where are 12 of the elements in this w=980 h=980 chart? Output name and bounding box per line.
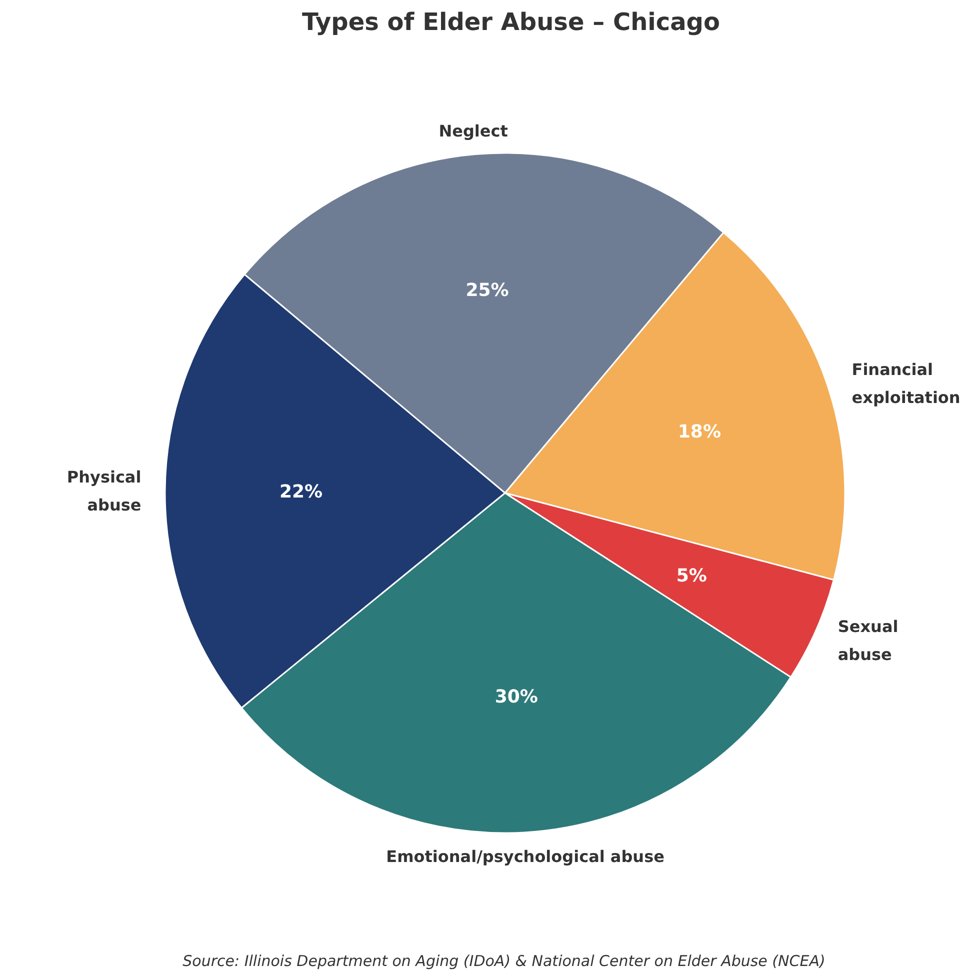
chart-title: Types of Elder Abuse – Chicago (302, 8, 720, 36)
data-label: 5% (676, 565, 707, 586)
data-label: 18% (678, 421, 721, 442)
data-label: 25% (466, 280, 509, 301)
data-label: 30% (494, 686, 538, 708)
slice-label: Emotional/psychological abuse (386, 847, 665, 866)
slice-label: Sexual abuse (838, 616, 898, 664)
slice-label: Neglect (438, 122, 508, 141)
slice-label: Physical abuse (66, 467, 142, 514)
slice-label: Financial exploitation (852, 360, 960, 407)
source-note: Source: Illinois Department on Aging (IDoA) & National Center on Elder Abuse (NCEA) (182, 952, 826, 970)
data-label: 22% (279, 482, 323, 503)
